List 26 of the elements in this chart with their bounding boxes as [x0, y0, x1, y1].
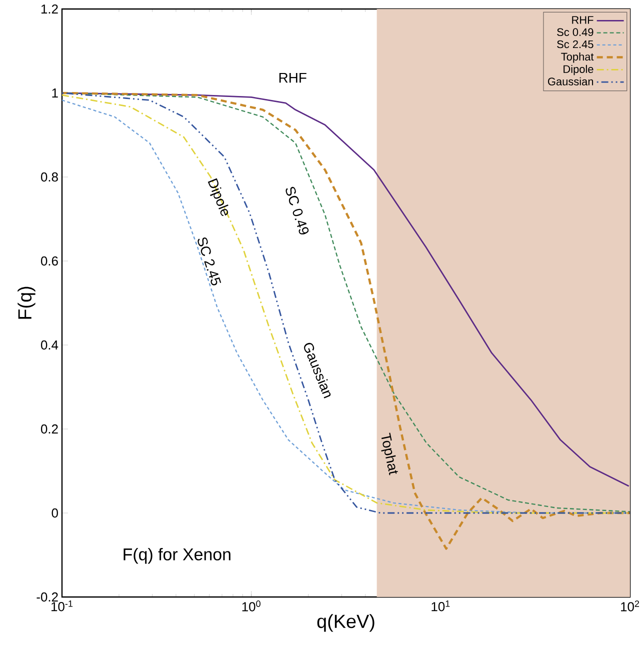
y-tick-label: 1.2: [41, 4, 58, 14]
legend-label: Dipole: [564, 64, 594, 76]
y-axis-title: F(q): [18, 286, 36, 319]
y-tick-label: -0.2: [36, 592, 58, 602]
annotation: SC 0.49: [286, 186, 309, 234]
annotation: Dipole: [208, 178, 228, 216]
legend-label: Sc 0.49: [557, 28, 594, 36]
legend-label: Sc 2.45: [557, 40, 594, 48]
y-tick-label: 1: [52, 88, 58, 98]
x-tick-label: 10$^{0}$: [242, 600, 260, 612]
legend-label: Tophat: [561, 52, 594, 63]
annotation: RHF: [279, 72, 306, 83]
legend-label: RHF: [572, 16, 594, 24]
x-tick-label: 10$^{1}$: [432, 600, 450, 612]
x-tick-label: 10$^{2}$: [621, 600, 640, 612]
x-axis-title: q(KeV): [317, 614, 374, 632]
y-tick-label: 0.2: [40, 424, 58, 434]
annotation: Tophat: [381, 432, 398, 476]
y-tick-label: 0: [52, 508, 58, 518]
x-tick-label: 10$^{-1}$: [52, 600, 73, 612]
annotation: F(q) for Xenon: [124, 548, 230, 564]
y-tick-label: 0.4: [40, 340, 58, 350]
y-tick-label: 0.8: [40, 172, 58, 182]
legend-label: Gaussian: [548, 77, 594, 86]
y-tick-label: 0.6: [40, 256, 58, 266]
annotation: SC 2.45: [198, 237, 222, 286]
